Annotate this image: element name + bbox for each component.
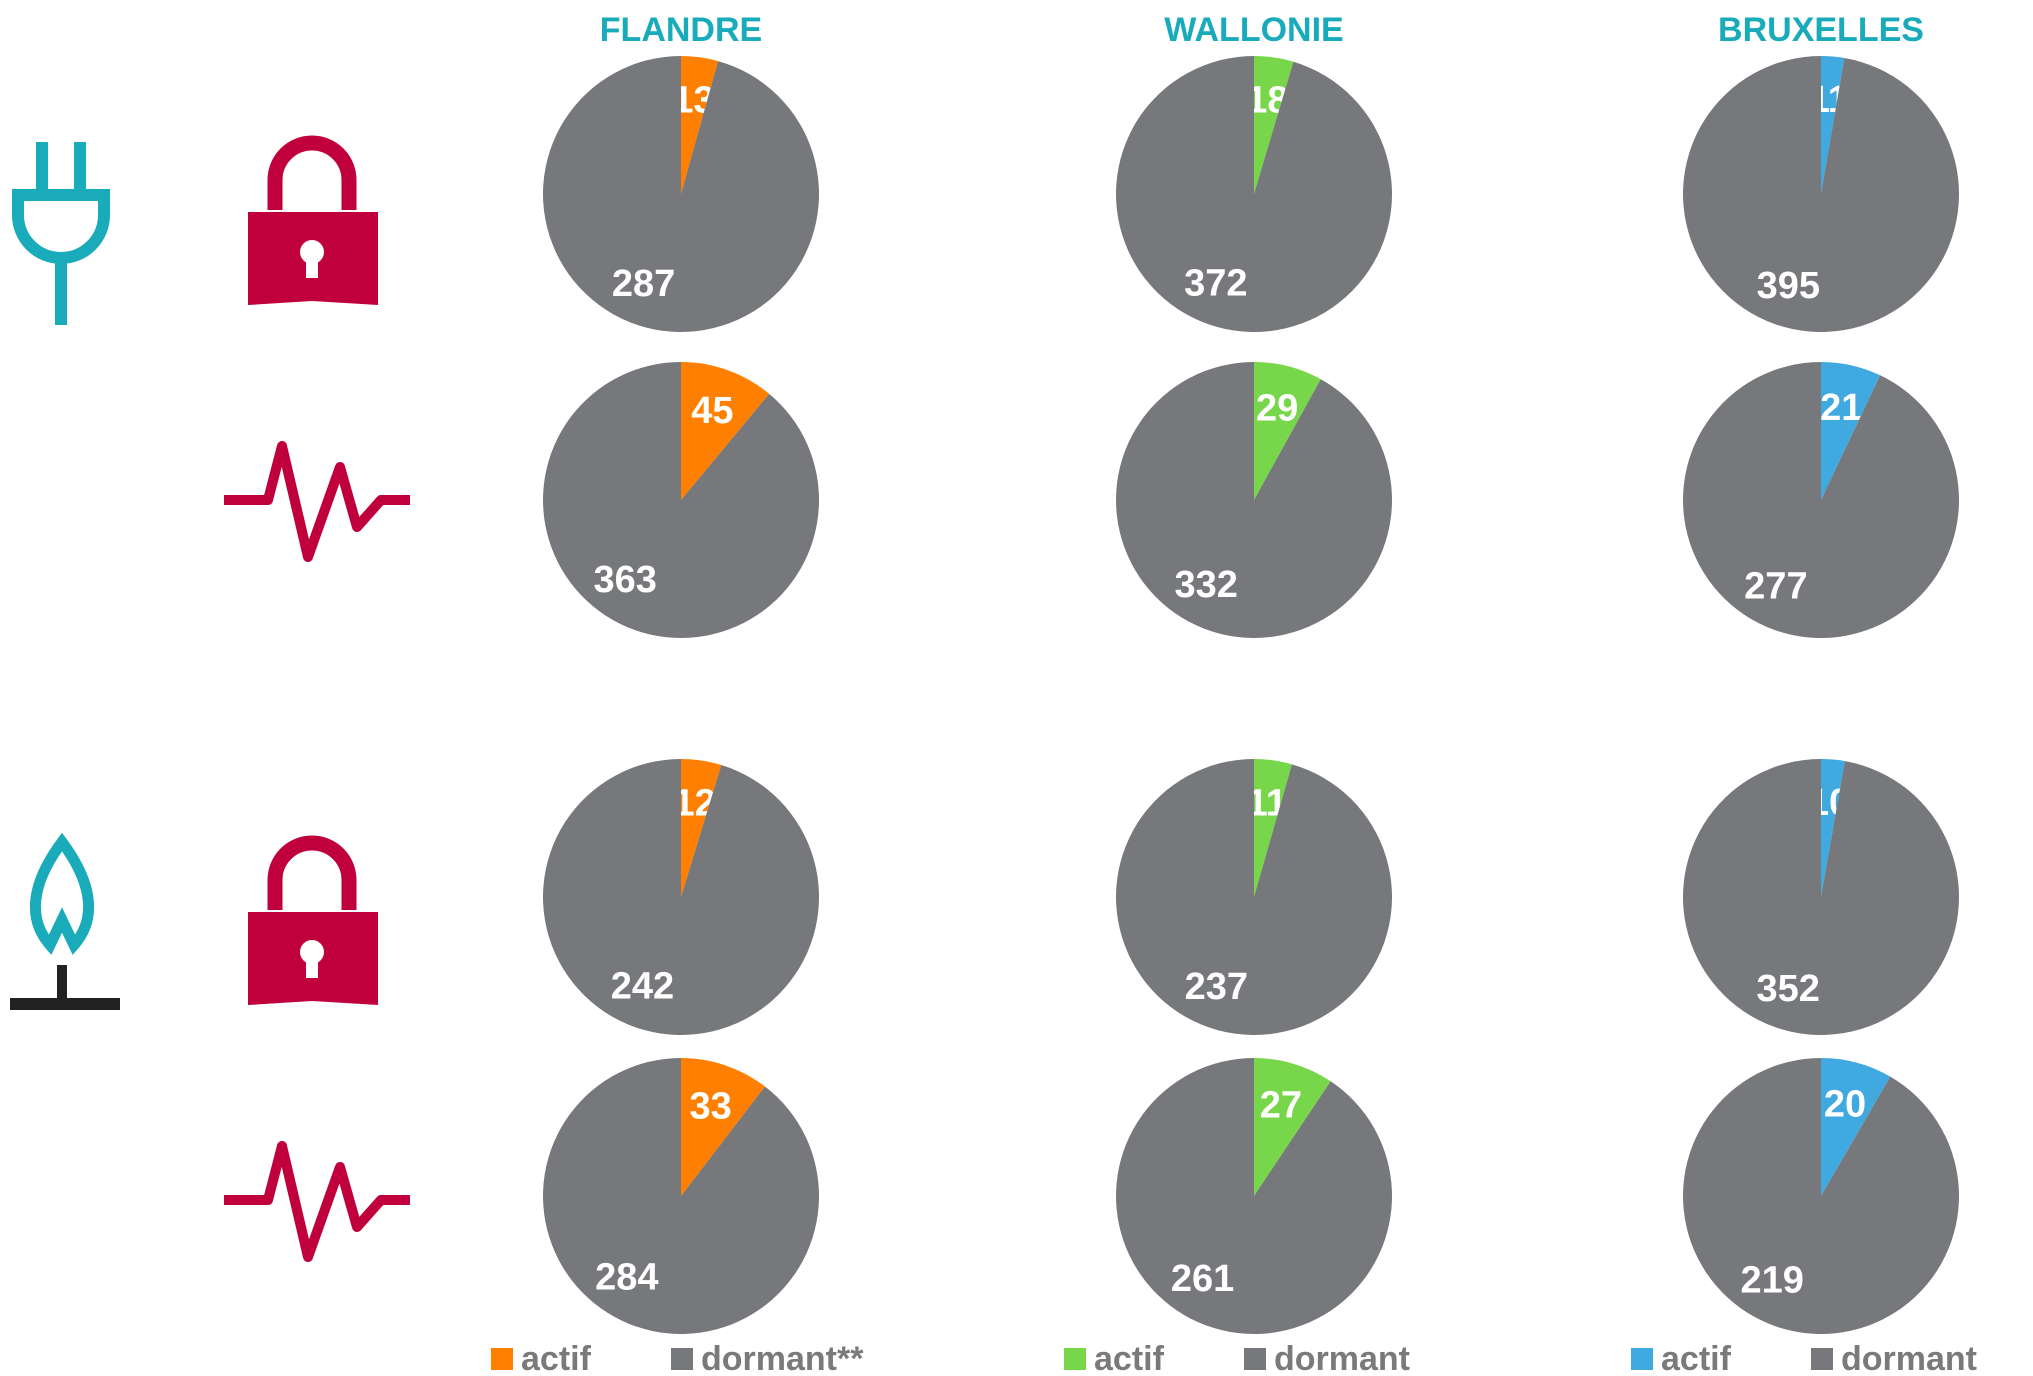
pie-slice [1115,56,1392,332]
legend-swatch [671,1348,693,1370]
value-label: 261 [1171,1258,1234,1300]
pie-slice [681,362,770,500]
legend-label: dormant [1274,1340,1410,1376]
pie-slice [543,362,820,638]
pie-slice [1116,759,1392,1035]
value-label: 242 [611,966,674,1008]
value-label: 284 [595,1256,658,1298]
value-label: 20 [1824,1084,1866,1126]
legend-label: dormant** [701,1340,864,1376]
value-label: 33 [690,1085,732,1127]
value-label: 45 [691,390,733,432]
pie-slice [543,759,819,1035]
legend-swatch [1064,1348,1086,1370]
pie-slice [681,1058,765,1196]
pie-slice [1821,56,1845,194]
electricity-icon [12,142,110,325]
legend-swatch [1631,1348,1653,1370]
pie-slice [681,759,722,897]
pie-slice [1116,1058,1393,1334]
pie-slice [543,1058,820,1334]
value-label: 21 [1820,387,1862,429]
legend-label: actif [521,1340,592,1376]
pie-slice [1821,759,1845,897]
legend-label: actif [1661,1340,1732,1376]
legend-label: actif [1094,1340,1165,1376]
value-label: 219 [1741,1260,1804,1302]
value-label: 352 [1756,968,1819,1010]
pie-slice [1821,362,1881,500]
pie-slice [1683,759,1960,1035]
pie-slice [1683,56,1960,332]
column-title: BRUXELLES [1718,11,1924,49]
pie-slice [1683,362,1959,639]
pie-slice [1683,1058,1960,1334]
value-label: 363 [593,559,656,601]
pie-slice [681,56,719,194]
value-label: 237 [1185,966,1248,1008]
value-label: 27 [1260,1085,1302,1127]
pie-slice [543,56,819,332]
value-label: 29 [1256,388,1298,430]
legend-swatch [1244,1348,1266,1370]
pie-slice [1821,1058,1891,1196]
value-label: 395 [1757,265,1820,307]
legend-swatch [1811,1348,1833,1370]
pie-slice [1254,362,1321,500]
pulse-icon [224,1141,410,1262]
lock-icon [248,835,378,1005]
column-title: FLANDRE [600,11,762,49]
lock-icon [248,135,378,305]
pie-slice [1254,1058,1331,1196]
legend-swatch [491,1348,513,1370]
pulse-icon [224,441,410,562]
value-label: 277 [1744,566,1807,608]
legend-label: dormant [1841,1340,1977,1376]
gas-icon [10,832,120,1010]
pie-slice [1254,56,1294,194]
value-label: 372 [1184,263,1247,305]
value-label: 332 [1174,564,1237,606]
column-title: WALLONIE [1164,11,1343,49]
value-label: 287 [612,263,675,305]
pie-slice [1116,362,1393,638]
pie-slice [1254,759,1292,897]
